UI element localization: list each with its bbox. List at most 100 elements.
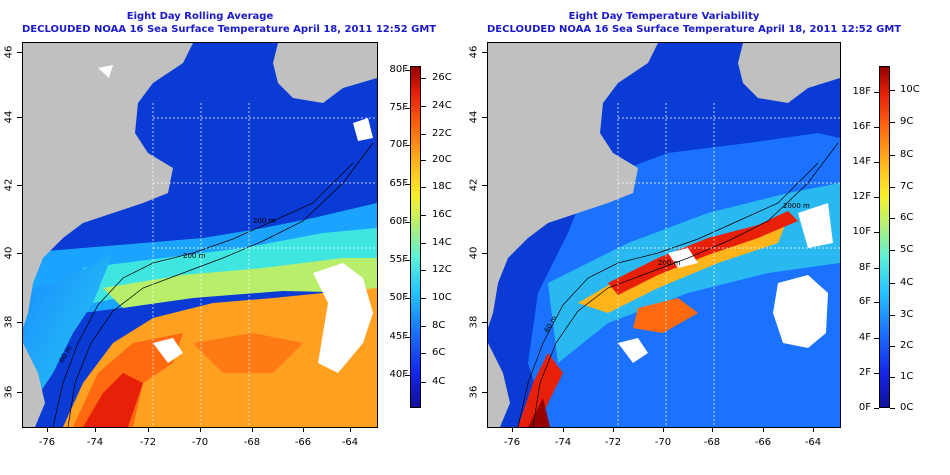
- cb2-f-label-tick-8: [874, 373, 879, 374]
- cb2-c-label-tick-2: [890, 155, 895, 156]
- panel2-title-line1: Eight Day Temperature Variability: [568, 11, 760, 22]
- map1-x-label-3: -70: [191, 437, 209, 448]
- cb2-c-label-tick-6: [890, 283, 895, 284]
- panel1-title-line2: DECLOUDED NOAA 16 Sea Surface Temperatur…: [22, 24, 437, 35]
- cb1-f-label-6: 50F: [389, 292, 408, 303]
- map1-x-label-5: -66: [294, 437, 312, 448]
- map1-y-label-tick-3: [17, 253, 22, 254]
- cb2-c-label-8: 2C: [900, 340, 914, 351]
- map1-y-label-3: 40: [3, 246, 15, 260]
- cb2-f-label-tick-3: [874, 197, 879, 198]
- map1-y-label-4: 38: [3, 315, 15, 329]
- map1-y-label-2: 42: [3, 178, 15, 192]
- map2-y-label-tick-2: [482, 185, 487, 186]
- cb1-c-label-3: 20C: [432, 154, 452, 165]
- cb1-f-label-2: 70F: [389, 139, 408, 150]
- map2-y-label-tick-5: [482, 392, 487, 393]
- map1-x-label-1: -74: [86, 437, 104, 448]
- cb2-c-label-tick-7: [890, 315, 895, 316]
- cb1-f-label-4: 60F: [389, 216, 408, 227]
- cb1-c-label-1: 24C: [432, 100, 452, 111]
- map2-y-label-tick-3: [482, 253, 487, 254]
- map1-x-label-0: -76: [38, 437, 56, 448]
- cb2-c-label-4: 6C: [900, 212, 914, 223]
- cb1-c-label-tick-3: [421, 160, 426, 161]
- sst-variability-map[interactable]: 60 m 200 m 2000 m: [487, 42, 841, 428]
- cb1-c-label-tick-7: [421, 270, 426, 271]
- map2-x-label-tick-1: [563, 427, 564, 432]
- cb2-c-label-tick-8: [890, 346, 895, 347]
- map2-y-label-tick-1: [482, 117, 487, 118]
- cb2-c-label-tick-4: [890, 218, 895, 219]
- map2-y-label-tick-0: [482, 52, 487, 53]
- cb2-f-label-4: 10F: [852, 226, 871, 237]
- map1-x-label-tick-1: [95, 427, 96, 432]
- map1-x-label-tick-4: [252, 427, 253, 432]
- map2-x-label-2: -72: [604, 437, 622, 448]
- cb1-f-label-tick-8: [405, 375, 410, 376]
- cb1-c-label-7: 12C: [432, 264, 452, 275]
- cb2-c-label-tick-0: [890, 90, 895, 91]
- cb2-c-label-6: 4C: [900, 277, 914, 288]
- panel2-title: Eight Day Temperature Variability DECLOU…: [487, 10, 902, 36]
- cb2-c-label-10: 0C: [900, 402, 914, 413]
- cb1-f-label-0: 80F: [389, 64, 408, 75]
- cb2-f-label-tick-6: [874, 302, 879, 303]
- cb2-c-label-tick-9: [890, 377, 895, 378]
- cb2-c-label-tick-10: [890, 408, 895, 409]
- cb2-c-label-3: 7C: [900, 181, 914, 192]
- cb1-c-label-tick-5: [421, 215, 426, 216]
- cb2-f-label-tick-2: [874, 162, 879, 163]
- map2-x-label-0: -76: [503, 437, 521, 448]
- map2-x-label-tick-2: [613, 427, 614, 432]
- cb2-c-label-0: 10C: [900, 84, 920, 95]
- map1-y-label-0: 46: [3, 45, 15, 59]
- sst-average-map[interactable]: 60 m 200 m 200 m: [22, 42, 378, 428]
- cb1-c-label-5: 16C: [432, 209, 452, 220]
- map2-y-label-tick-4: [482, 322, 487, 323]
- map1-y-label-tick-5: [17, 392, 22, 393]
- cb2-f-label-tick-0: [874, 92, 879, 93]
- sst-average-colorbar: [410, 66, 421, 408]
- map2-x-label-tick-0: [512, 427, 513, 432]
- map2-x-label-tick-4: [712, 427, 713, 432]
- cb2-f-label-1: 16F: [852, 121, 871, 132]
- map1-x-label-tick-6: [350, 427, 351, 432]
- cb1-f-label-tick-6: [405, 298, 410, 299]
- map2-x-label-3: -70: [654, 437, 672, 448]
- sst-average-map-image: 60 m 200 m 200 m: [23, 43, 377, 427]
- map1-x-label-2: -72: [139, 437, 157, 448]
- cb1-f-label-3: 65F: [389, 178, 408, 189]
- cb1-c-label-tick-9: [421, 326, 426, 327]
- cb1-c-label-tick-6: [421, 243, 426, 244]
- map2-x-label-4: -68: [703, 437, 721, 448]
- cb2-f-label-6: 6F: [858, 296, 871, 307]
- cb2-c-label-7: 3C: [900, 309, 914, 320]
- panel2-title-line2: DECLOUDED NOAA 16 Sea Surface Temperatur…: [487, 24, 902, 35]
- cb2-c-label-9: 1C: [900, 371, 914, 382]
- map1-x-label-tick-5: [303, 427, 304, 432]
- cb2-c-label-tick-5: [890, 250, 895, 251]
- cb2-c-label-tick-1: [890, 122, 895, 123]
- map2-x-label-5: -66: [754, 437, 772, 448]
- cb1-f-label-1: 75F: [389, 102, 408, 113]
- cb1-c-label-8: 10C: [432, 292, 452, 303]
- cb1-f-label-tick-1: [405, 108, 410, 109]
- map2-y-label-0: 46: [468, 45, 480, 59]
- map1-x-label-tick-2: [148, 427, 149, 432]
- cb1-c-label-9: 8C: [432, 320, 446, 331]
- cb1-f-label-tick-5: [405, 260, 410, 261]
- map2-x-label-tick-5: [763, 427, 764, 432]
- cb1-f-label-5: 55F: [389, 254, 408, 265]
- contour-label-200m: 200 m: [658, 259, 681, 267]
- cb2-c-label-1: 9C: [900, 116, 914, 127]
- cb1-c-label-tick-10: [421, 353, 426, 354]
- sst-variability-map-image: 60 m 200 m 2000 m: [488, 43, 840, 427]
- cb1-c-label-11: 4C: [432, 376, 446, 387]
- cb1-f-label-8: 40F: [389, 369, 408, 380]
- map1-y-label-tick-1: [17, 117, 22, 118]
- cb2-c-label-5: 5C: [900, 244, 914, 255]
- map1-y-label-tick-2: [17, 185, 22, 186]
- cb2-f-label-8: 2F: [858, 367, 871, 378]
- map2-y-label-4: 38: [468, 315, 480, 329]
